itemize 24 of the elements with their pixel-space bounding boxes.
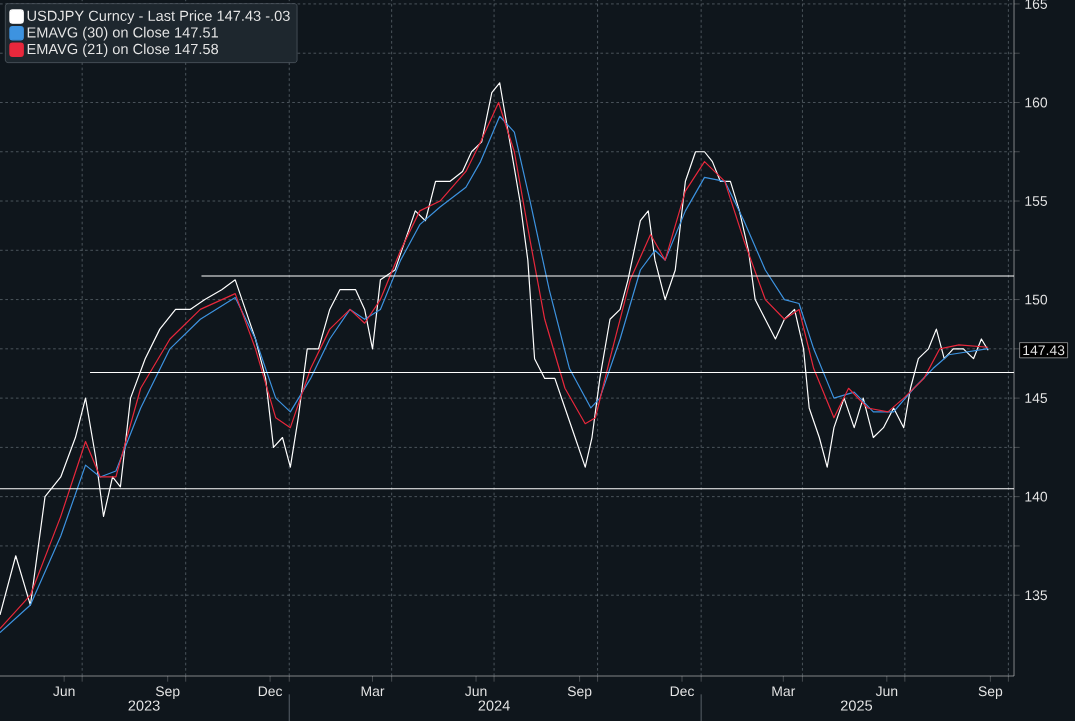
x-tick-label: Mar: [361, 686, 385, 697]
legend-label: EMAVG (30) on Close 147.51: [27, 26, 218, 41]
x-tick-label: Sep: [155, 686, 180, 699]
x-tick-label: Sep: [567, 686, 592, 699]
text: 147.43: [1023, 345, 1065, 356]
x2-tick-label: 2023: [128, 700, 160, 711]
y-tick-label: 135: [1025, 590, 1048, 601]
y-tick-label: 150: [1025, 294, 1048, 305]
x-tick-label: Jun: [875, 686, 898, 697]
y-tick-label: 140: [1025, 491, 1048, 502]
x2-tick-label: 2025: [840, 700, 873, 711]
legend-label: USDJPY Curncy - Last Price 147.43 -.03: [27, 10, 290, 24]
x-tick-label: Mar: [772, 686, 796, 697]
legend-label: EMAVG (21) on Close 147.58: [27, 43, 219, 58]
y-tick-label: 145: [1025, 393, 1048, 403]
x-tick-label: Dec: [258, 686, 283, 697]
x2-tick-label: 2024: [478, 700, 510, 711]
y-tick-label: 165: [1025, 0, 1048, 9]
x-tick-label: Jun: [465, 686, 487, 697]
x-tick-label: Dec: [670, 686, 695, 697]
y-tick-label: 155: [1025, 196, 1048, 206]
x-tick-label: Sep: [978, 686, 1003, 699]
x-tick-label: Jun: [53, 686, 75, 697]
y-tick-label: 160: [1025, 97, 1048, 108]
